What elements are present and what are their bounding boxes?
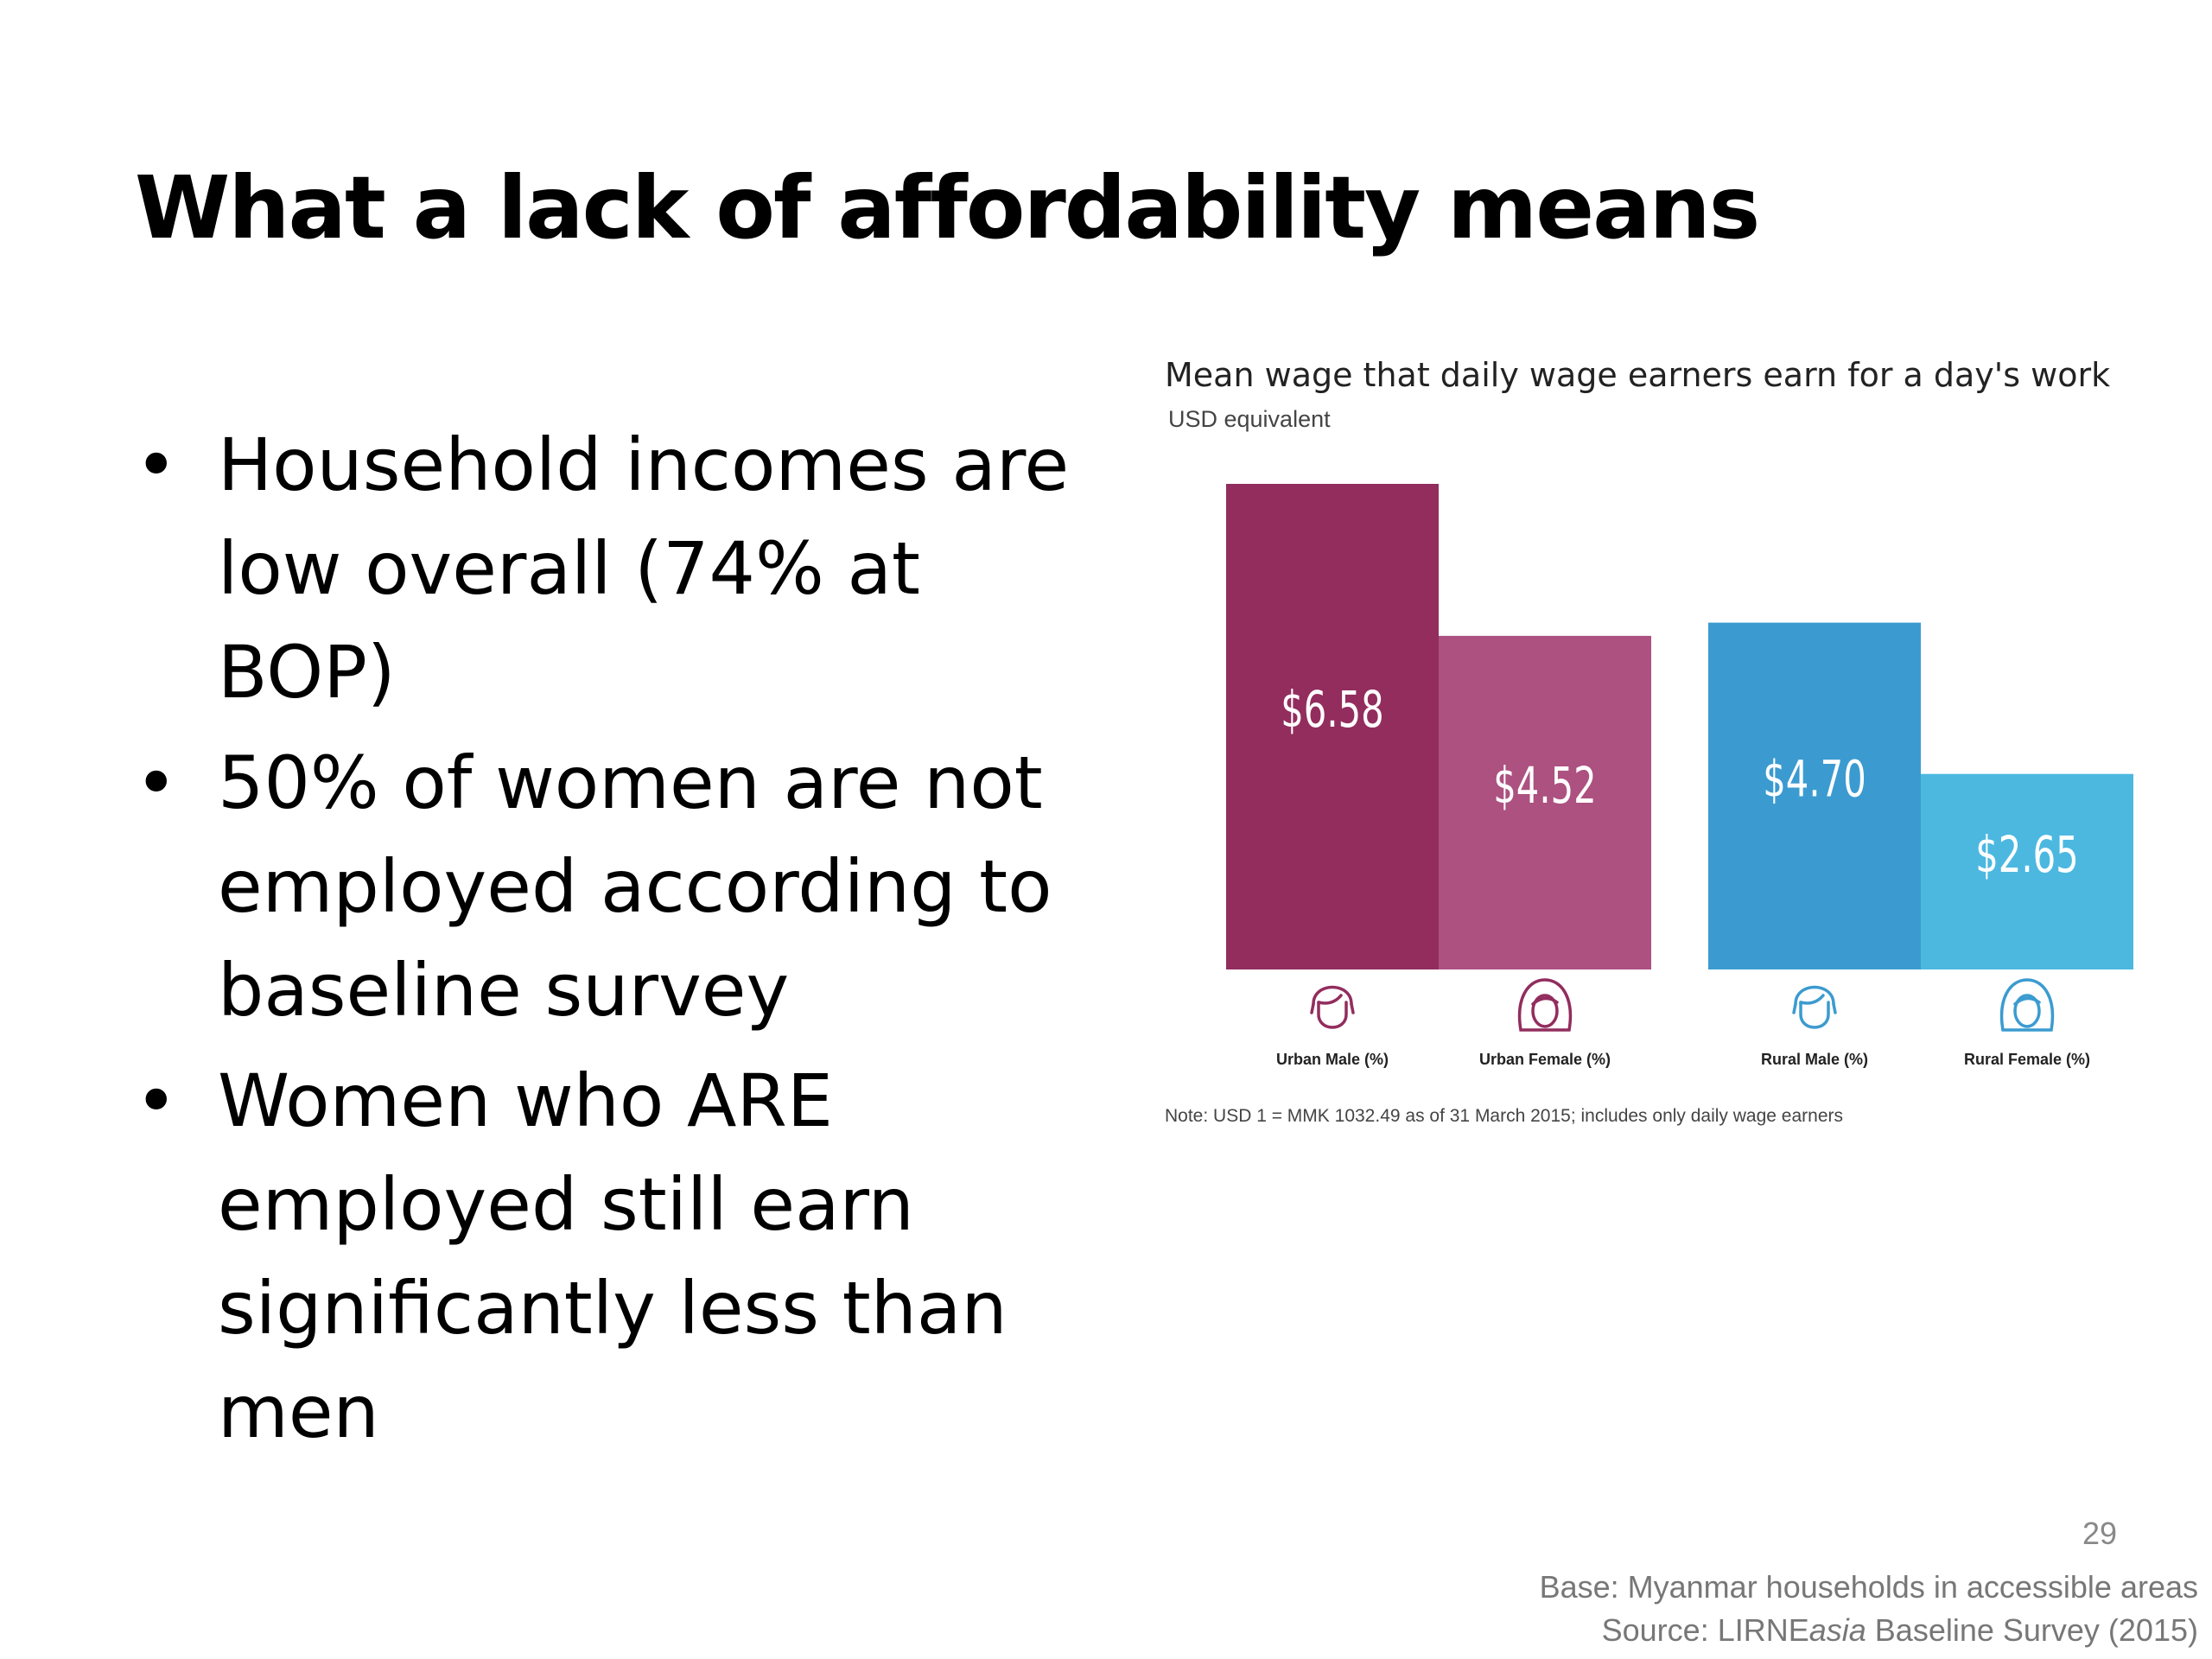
icon-hair <box>1517 978 1573 1032</box>
source-italic: asia <box>1808 1612 1866 1648</box>
bullet-dot: • <box>135 741 178 825</box>
male-face-icon <box>1792 985 1837 1029</box>
icon-face <box>1317 1001 1348 1029</box>
male-face-icon <box>1310 985 1355 1029</box>
source-suffix: Baseline Survey (2015) <box>1866 1612 2198 1648</box>
icon-ears <box>1310 1002 1355 1014</box>
category-label: Urban Male (%) <box>1276 1051 1389 1068</box>
bullet-item: • 50% of women are not employed according… <box>135 731 1103 1042</box>
icon-face <box>2013 994 2041 1028</box>
bullet-dot: • <box>135 423 178 507</box>
chart-note: Note: USD 1 = MMK 1032.49 as of 31 March… <box>1165 1106 1844 1126</box>
icon-hair <box>1794 985 1835 1006</box>
female-face-icon <box>1517 978 1573 1032</box>
icon-fringe <box>1531 996 1559 1006</box>
bullet-text: Household incomes are low overall (74% a… <box>218 423 1070 715</box>
bar-value-label: $2.65 <box>1975 825 2079 884</box>
bar-3 <box>1708 622 1921 969</box>
source-note: Source: LIRNEasia Baseline Survey (2015) <box>1602 1612 2198 1649</box>
icon-ears <box>1792 1002 1837 1014</box>
bullet-item: • Women who ARE employed still earn signi… <box>135 1049 1103 1464</box>
female-face-icon <box>1999 978 2055 1032</box>
chart-title: Mean wage that daily wage earners earn f… <box>1165 356 2111 394</box>
slide-title: What a lack of affordability means <box>135 157 1760 258</box>
bar-1 <box>1226 484 1439 969</box>
icon-fringe <box>2013 996 2041 1006</box>
source-prefix: Source: LIRNE <box>1601 1612 1809 1648</box>
bullet-text: 50% of women are not employed according … <box>218 741 1052 1033</box>
icon-hair <box>1312 985 1353 1006</box>
category-label: Rural Male (%) <box>1761 1051 1868 1068</box>
icon-hair <box>1999 978 2055 1032</box>
bar-chart-svg: $6.58 Urban Male (%) $4.52 Urban Female (%)… <box>1226 484 2133 1068</box>
wage-chart: Mean wage that daily wage earners earn f… <box>1158 346 2152 1166</box>
bullet-text: Women who ARE employed still earn signif… <box>218 1058 1007 1454</box>
category-label: Urban Female (%) <box>1479 1051 1611 1068</box>
bar-value-label: $4.52 <box>1493 756 1597 815</box>
page-number: 29 <box>2082 1516 2117 1551</box>
bullet-list: • Household incomes are low overall (74% … <box>135 413 1103 1471</box>
bar-4 <box>1921 773 2133 969</box>
bullet-dot: • <box>135 1058 178 1143</box>
bullet-item: • Household incomes are low overall (74% … <box>135 413 1103 724</box>
bar-2 <box>1439 635 1651 969</box>
icon-fringe <box>1799 994 1825 1005</box>
bar-value-label: $4.70 <box>1763 749 1866 808</box>
base-note: Base: Myanmar households in accessible a… <box>1539 1569 2198 1605</box>
category-label: Rural Female (%) <box>1964 1051 2090 1068</box>
icon-face <box>1531 994 1559 1028</box>
icon-face <box>1799 1001 1830 1029</box>
icon-fringe <box>1317 994 1343 1005</box>
bar-value-label: $6.58 <box>1281 680 1384 739</box>
chart-subtitle: USD equivalent <box>1168 406 1331 432</box>
